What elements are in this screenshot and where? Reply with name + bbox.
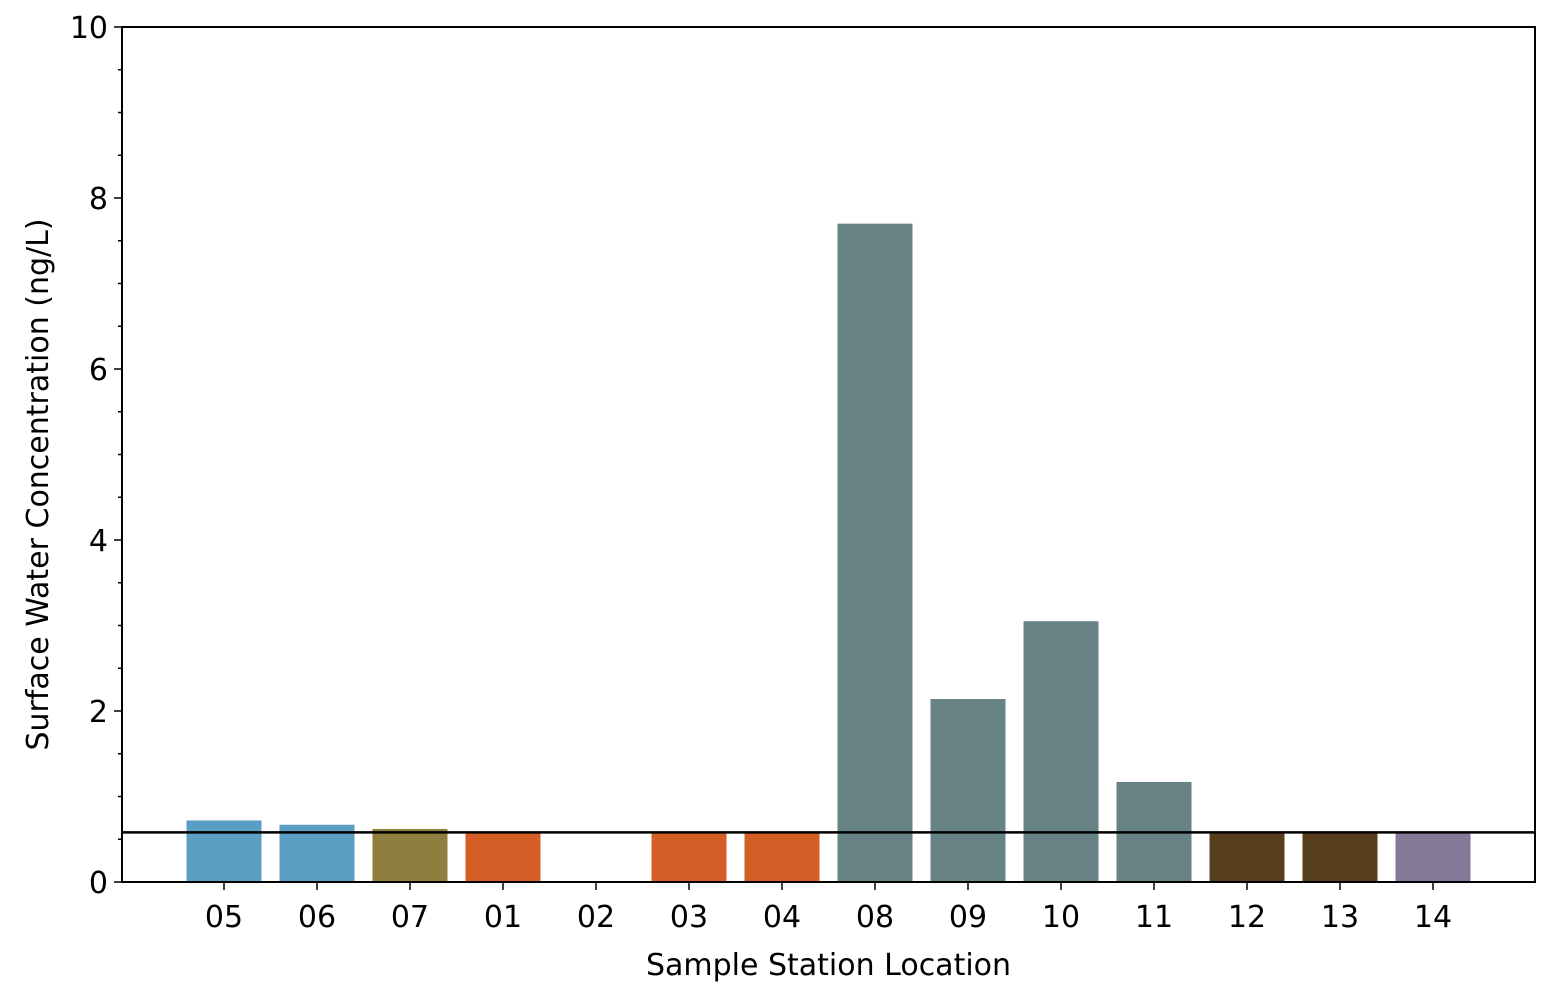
bar-09 [930, 699, 1006, 882]
y-tick-label: 6 [89, 353, 108, 388]
bar-07 [372, 828, 448, 882]
y-tick-label: 4 [89, 524, 108, 559]
x-tick-label-14: 14 [1414, 900, 1452, 935]
x-tick-label-05: 05 [205, 900, 243, 935]
bar-05 [186, 820, 262, 882]
x-tick-label-06: 06 [298, 900, 336, 935]
bar-04 [744, 832, 820, 882]
x-tick-label-11: 11 [1135, 900, 1173, 935]
x-tick-label-09: 09 [949, 900, 987, 935]
bar-14 [1395, 832, 1471, 882]
bar-10 [1023, 621, 1099, 882]
x-tick-label-08: 08 [856, 900, 894, 935]
x-tick-label-02: 02 [577, 900, 615, 935]
x-axis: 05 06 07 01 02 03 04 08 09 10 11 12 13 14 [205, 882, 1452, 935]
y-axis: 0 2 4 6 8 10 [70, 11, 122, 901]
x-tick-label-03: 03 [670, 900, 708, 935]
y-tick-label: 10 [70, 11, 108, 46]
y-tick-label: 8 [89, 182, 108, 217]
bar-12 [1209, 832, 1285, 882]
x-tick-label-13: 13 [1321, 900, 1359, 935]
y-tick-label: 0 [89, 866, 108, 901]
bar-13 [1302, 832, 1378, 882]
x-tick-label-12: 12 [1228, 900, 1266, 935]
y-axis-label: Surface Water Concentration (ng/L) [21, 218, 56, 750]
x-tick-label-07: 07 [391, 900, 429, 935]
bar-06 [279, 824, 355, 882]
x-tick-label-04: 04 [763, 900, 801, 935]
x-tick-label-01: 01 [484, 900, 522, 935]
x-axis-label: Sample Station Location [646, 948, 1011, 983]
y-tick-label: 2 [89, 695, 108, 730]
plot-frame [121, 26, 1536, 883]
bar-01 [465, 832, 541, 882]
bar-08 [837, 223, 913, 882]
x-tick-label-10: 10 [1042, 900, 1080, 935]
bar-03 [651, 832, 727, 882]
bars-layer [186, 223, 1471, 882]
